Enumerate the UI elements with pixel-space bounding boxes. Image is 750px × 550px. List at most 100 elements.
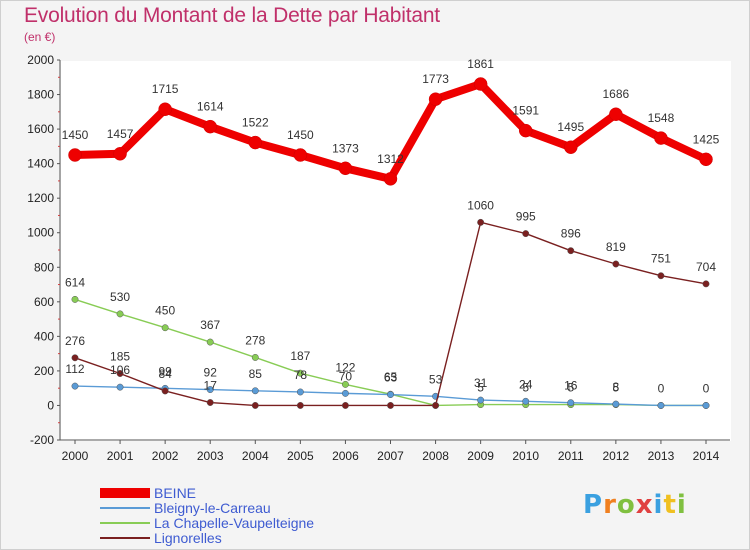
data-point xyxy=(341,389,349,397)
data-point xyxy=(116,310,124,318)
data-label: 5 xyxy=(567,381,574,395)
y-tick-label: 0 xyxy=(47,398,54,412)
data-label: 1425 xyxy=(693,132,720,146)
data-label: 85 xyxy=(249,367,263,381)
data-label: 1450 xyxy=(287,128,314,142)
data-label: 24 xyxy=(519,377,533,391)
data-label: 751 xyxy=(651,252,671,266)
data-label: 53 xyxy=(429,372,443,386)
logo-letter: i xyxy=(676,490,687,520)
data-label: 530 xyxy=(110,290,130,304)
x-tick-label: 2005 xyxy=(287,449,314,463)
x-tick-label: 2006 xyxy=(332,449,359,463)
data-label: 1548 xyxy=(648,111,675,125)
data-point xyxy=(609,107,623,121)
data-label: 819 xyxy=(606,240,626,254)
legend-swatch xyxy=(100,506,150,509)
legend-swatch xyxy=(100,521,150,524)
data-point xyxy=(203,119,217,134)
data-label: 31 xyxy=(474,376,488,390)
data-point xyxy=(657,402,665,409)
data-label: 1591 xyxy=(512,104,539,118)
data-point xyxy=(477,396,485,404)
x-tick-label: 2012 xyxy=(603,449,630,463)
data-point xyxy=(71,382,79,390)
data-point xyxy=(206,338,214,346)
data-point xyxy=(68,148,82,162)
data-point xyxy=(251,387,259,395)
data-label: 122 xyxy=(335,360,355,374)
data-point xyxy=(206,386,214,394)
plot-area xyxy=(61,61,731,441)
x-tick-label: 2011 xyxy=(558,449,584,463)
y-tick-label: 600 xyxy=(34,295,54,309)
data-point xyxy=(522,397,530,405)
y-tick-label: -200 xyxy=(30,433,54,447)
logo-letter: P xyxy=(583,490,604,520)
y-tick-label: 1800 xyxy=(27,88,54,102)
data-point xyxy=(206,399,214,406)
data-label: 450 xyxy=(155,304,175,318)
data-point xyxy=(518,123,533,138)
data-point xyxy=(293,148,308,162)
data-point xyxy=(338,161,353,176)
data-label: 0 xyxy=(703,381,710,395)
x-tick-label: 2002 xyxy=(152,449,179,463)
x-tick-label: 2004 xyxy=(242,449,269,463)
data-point xyxy=(473,77,488,91)
data-label: 0 xyxy=(658,381,665,395)
data-point xyxy=(387,402,394,409)
legend: BEINE Bleigny-le-Carreau La Chapelle-Vau… xyxy=(100,485,314,546)
data-label: 1373 xyxy=(332,141,359,155)
y-tick-label: 2000 xyxy=(27,53,54,67)
data-point xyxy=(158,102,172,116)
data-label: 1522 xyxy=(242,116,269,130)
data-point xyxy=(341,380,349,388)
data-label: 1450 xyxy=(62,128,89,142)
data-point xyxy=(654,131,668,145)
data-label: 1457 xyxy=(107,127,134,141)
y-tick-label: 1000 xyxy=(27,226,54,240)
y-tick-label: 1600 xyxy=(27,122,54,136)
data-label: 1773 xyxy=(422,72,449,86)
data-point xyxy=(116,383,124,391)
data-point xyxy=(522,230,530,238)
data-point xyxy=(161,324,169,332)
data-label: 63 xyxy=(384,371,398,385)
x-tick-label: 2010 xyxy=(512,449,539,463)
data-point xyxy=(296,388,304,396)
legend-item-bleigny[interactable]: Bleigny-le-Carreau xyxy=(100,500,314,516)
legend-item-lignorelles[interactable]: Lignorelles xyxy=(100,529,314,546)
data-label: 84 xyxy=(158,367,172,381)
legend-item-la-chapelle[interactable]: La Chapelle-Vaupelteigne xyxy=(100,515,314,531)
data-point xyxy=(428,92,443,106)
legend-label: Lignorelles xyxy=(154,529,222,546)
data-point xyxy=(432,402,440,409)
data-point xyxy=(113,147,127,161)
data-point xyxy=(296,369,304,377)
data-label: 16 xyxy=(564,379,578,393)
data-label: 70 xyxy=(339,369,353,383)
y-tick-label: 1400 xyxy=(27,157,54,171)
data-point xyxy=(567,247,575,255)
x-tick-label: 2000 xyxy=(62,449,89,463)
data-point xyxy=(248,135,263,150)
data-point xyxy=(116,370,124,377)
legend-item-beine[interactable]: BEINE xyxy=(100,485,314,501)
data-point xyxy=(477,218,485,226)
data-point xyxy=(71,354,79,362)
data-label: 1614 xyxy=(197,100,224,114)
data-label: 17 xyxy=(204,379,218,393)
data-label: 1861 xyxy=(467,57,494,71)
data-point xyxy=(161,387,169,395)
x-tick-label: 2003 xyxy=(197,449,224,463)
data-point xyxy=(251,402,259,409)
data-point xyxy=(567,399,575,407)
data-point xyxy=(71,295,79,303)
data-label: 99 xyxy=(158,364,172,378)
logo-letter: r xyxy=(603,490,617,520)
data-point xyxy=(699,152,713,167)
data-point xyxy=(612,260,620,268)
data-label: 1686 xyxy=(603,87,630,101)
data-label: 187 xyxy=(290,349,310,363)
